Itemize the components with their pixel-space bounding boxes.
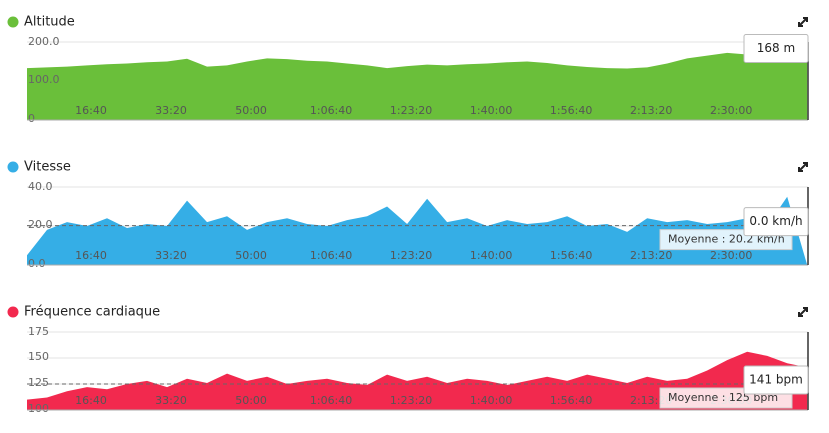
- x-tick-label: 1:23:20: [390, 249, 432, 262]
- tooltip-box: [743, 33, 809, 63]
- y-tick-label: 0: [28, 112, 35, 125]
- x-tick-label: 1:06:40: [310, 249, 352, 262]
- x-tick-label: 1:23:20: [390, 394, 432, 407]
- x-tick-label: 2:30:00: [710, 104, 752, 117]
- area: [27, 351, 808, 410]
- area: [27, 52, 808, 120]
- tooltip-label: 168 m: [757, 41, 795, 55]
- x-tick-label: 2:13:20: [630, 249, 672, 262]
- tooltip-label: 0.0 km/h: [749, 214, 802, 228]
- x-tick-label: 33:20: [155, 249, 187, 262]
- x-tick-label: 33:20: [155, 104, 187, 117]
- x-tick-label: 2:13:20: [630, 104, 672, 117]
- legend-dot: [7, 16, 19, 28]
- x-tick-label: 16:40: [75, 104, 107, 117]
- y-tick-label: 200.0: [28, 35, 60, 48]
- x-tick-label: 1:40:00: [470, 249, 512, 262]
- tooltip-box: [743, 207, 809, 237]
- x-tick-label: 16:40: [75, 394, 107, 407]
- x-tick-label: 1:06:40: [310, 104, 352, 117]
- x-tick-label: 1:40:00: [470, 394, 512, 407]
- x-tick-label: 2:30:00: [710, 249, 752, 262]
- x-tick-label: 1:56:40: [550, 394, 592, 407]
- y-tick-label: 100: [28, 402, 49, 415]
- x-tick-label: 33:20: [155, 394, 187, 407]
- chart-title: Fréquence cardiaque: [24, 305, 160, 320]
- x-tick-label: 50:00: [235, 249, 267, 262]
- tooltip-box: [743, 365, 809, 395]
- legend-dot: [7, 306, 19, 318]
- y-tick-label: 125: [28, 376, 49, 389]
- x-tick-label: 50:00: [235, 104, 267, 117]
- x-tick-label: 1:56:40: [550, 104, 592, 117]
- x-tick-label: 1:23:20: [390, 104, 432, 117]
- area: [27, 196, 808, 265]
- y-tick-label: 150: [28, 350, 49, 363]
- legend-dot: [7, 161, 19, 173]
- tooltip-label: 141 bpm: [749, 373, 803, 387]
- x-tick-label: 16:40: [75, 249, 107, 262]
- x-tick-label: 1:40:00: [470, 104, 512, 117]
- y-tick-label: 40.0: [28, 180, 53, 193]
- chart-title: Vitesse: [24, 160, 71, 175]
- x-tick-label: 50:00: [235, 394, 267, 407]
- expand-icon[interactable]: [798, 17, 808, 317]
- chart-title: Altitude: [24, 15, 75, 30]
- x-tick-label: 1:06:40: [310, 394, 352, 407]
- y-tick-label: 20.0: [28, 218, 53, 231]
- x-tick-label: 1:56:40: [550, 249, 592, 262]
- y-tick-label: 0.0: [28, 257, 46, 270]
- y-tick-label: 100.0: [28, 73, 60, 86]
- y-tick-label: 175: [28, 325, 49, 338]
